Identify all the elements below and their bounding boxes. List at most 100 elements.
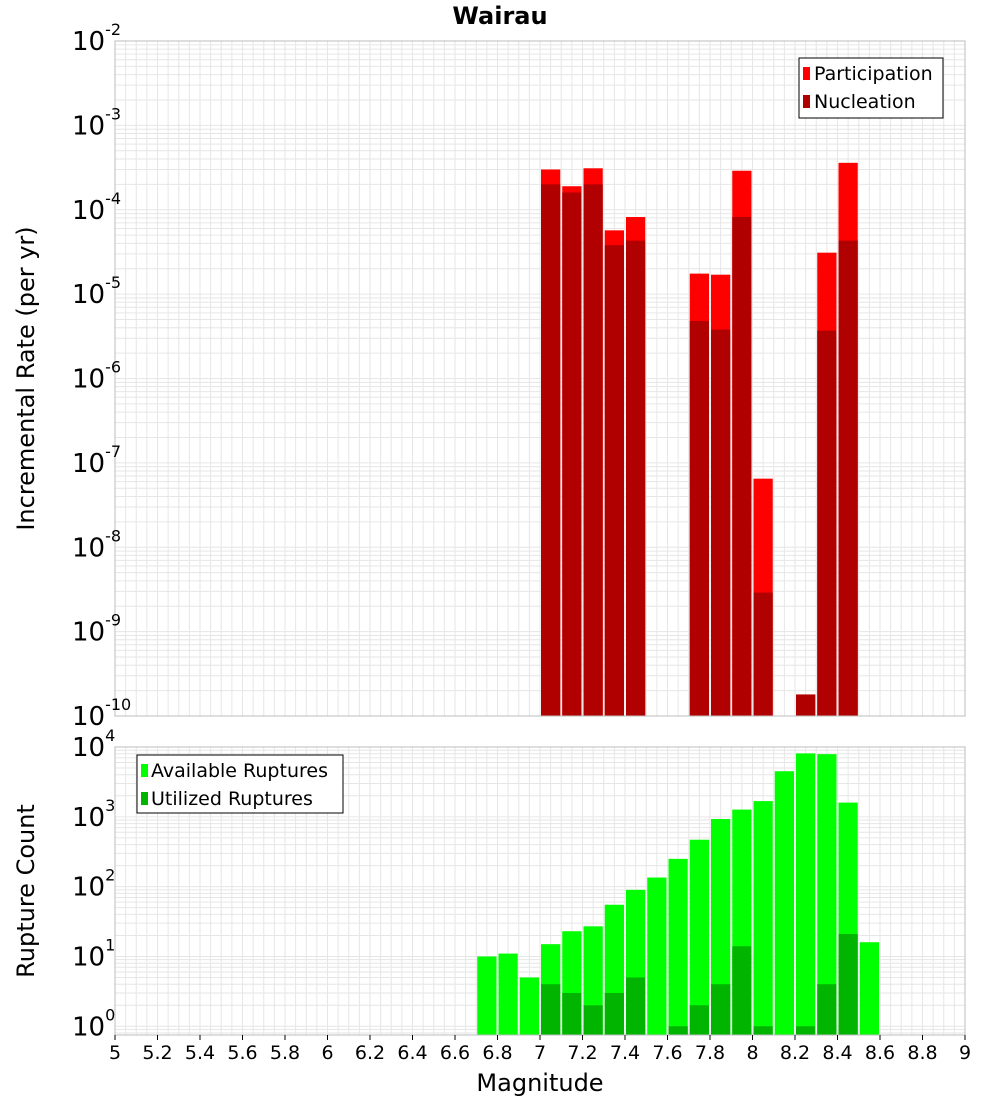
bar-utilized — [796, 1026, 816, 1035]
rate-grid — [114, 41, 966, 717]
chart-title: Wairau — [452, 2, 547, 30]
legend-label-nucleation: Nucleation — [814, 91, 916, 113]
x-tick-label: 6.4 — [397, 1042, 427, 1064]
x-tick-label: 6.6 — [440, 1042, 470, 1064]
x-tick-label: 7.8 — [695, 1042, 725, 1064]
x-tick-label: 5.2 — [142, 1042, 172, 1064]
count-y-axis-label: Rupture Count — [12, 804, 40, 978]
x-tick-label: 7.6 — [652, 1042, 682, 1064]
bar-nucleation — [796, 694, 816, 716]
bar-available — [796, 753, 816, 1035]
count-bars — [477, 753, 879, 1035]
y-tick-exponent: -10 — [105, 695, 131, 714]
x-tick-label: 6.2 — [355, 1042, 385, 1064]
y-tick-label: 10-7 — [72, 442, 121, 479]
bar-utilized — [689, 1005, 709, 1035]
bar-utilized — [668, 1026, 688, 1035]
legend-label-utilized: Utilized Ruptures — [151, 788, 313, 810]
bar-utilized — [583, 1005, 603, 1035]
y-tick-label: 10-5 — [72, 273, 121, 310]
legend-swatch-available — [141, 764, 148, 777]
legend-swatch-participation — [803, 67, 810, 80]
y-tick-label: 10-6 — [72, 358, 121, 395]
bar-nucleation — [732, 217, 752, 716]
bar-available — [477, 956, 497, 1035]
bar-available — [689, 839, 709, 1035]
y-tick-exponent: -5 — [105, 273, 121, 292]
x-tick-label: 8.4 — [822, 1042, 852, 1064]
bar-utilized — [604, 992, 624, 1035]
rate-panel: 10-10 10-9 10-8 10-7 10-6 10-5 10-4 10-3 10-2 In… — [12, 20, 966, 732]
legend-swatch-nucleation — [803, 95, 810, 108]
y-tick-label: 10-3 — [72, 104, 121, 141]
legend-label-available: Available Ruptures — [151, 760, 328, 782]
y-tick-exponent: -6 — [105, 358, 121, 377]
bar-nucleation — [604, 245, 624, 717]
bar-nucleation — [562, 192, 582, 717]
x-tick-label: 6 — [321, 1042, 333, 1064]
legend-swatch-utilized — [141, 792, 148, 805]
y-tick-exponent: 2 — [105, 866, 115, 885]
y-tick-exponent: -9 — [105, 611, 121, 630]
x-tick-label: 6.8 — [482, 1042, 512, 1064]
bar-utilized — [626, 977, 646, 1035]
y-tick-exponent: -2 — [105, 20, 121, 39]
bar-nucleation — [541, 184, 561, 717]
bar-utilized — [753, 1026, 773, 1035]
rate-bars — [541, 162, 858, 717]
bar-nucleation — [838, 240, 858, 717]
y-tick-label: 10-2 — [72, 20, 121, 57]
bar-available — [859, 942, 879, 1035]
x-tick-label: 5 — [109, 1042, 121, 1064]
rate-y-axis-label: Incremental Rate (per yr) — [12, 226, 40, 530]
y-tick-exponent: -4 — [105, 189, 121, 208]
y-tick-exponent: -3 — [105, 104, 121, 123]
y-tick-label: 10-4 — [72, 189, 121, 226]
y-tick-label: 103 — [72, 796, 115, 833]
rate-plot-frame — [114, 40, 966, 717]
y-tick-label: 100 — [72, 1005, 115, 1042]
y-tick-label: 10-10 — [72, 695, 131, 732]
y-tick-exponent: 1 — [105, 935, 115, 954]
count-legend-box — [136, 754, 344, 814]
bar-available — [668, 858, 688, 1035]
count-x-ticks: 5 5.2 5.4 5.6 5.8 6 6.2 6.4 6.6 6.8 7 7.2 7.4 7.6 7.8 8… — [109, 1035, 971, 1064]
x-tick-label: 9 — [959, 1042, 971, 1064]
x-tick-label: 8.6 — [865, 1042, 895, 1064]
x-tick-label: 5.8 — [270, 1042, 300, 1064]
bar-nucleation — [711, 329, 731, 716]
bar-nucleation — [753, 592, 773, 716]
bar-available — [519, 977, 539, 1035]
x-tick-label: 8 — [746, 1042, 758, 1064]
bar-available — [498, 953, 518, 1035]
y-tick-label: 102 — [72, 866, 115, 903]
x-tick-label: 8.8 — [907, 1042, 937, 1064]
x-tick-label: 5.6 — [227, 1042, 257, 1064]
bar-available — [753, 801, 773, 1035]
bar-available — [817, 754, 837, 1035]
bar-available — [647, 877, 667, 1035]
count-y-ticks: 100 101 102 103 1 0 4 — [72, 726, 115, 1042]
x-tick-label: 7.2 — [567, 1042, 597, 1064]
bar-utilized — [541, 984, 561, 1035]
x-tick-label: 7 — [534, 1042, 546, 1064]
bar-nucleation — [583, 184, 603, 717]
y-tick-label: 10-8 — [72, 526, 121, 563]
bar-utilized — [838, 933, 858, 1035]
count-panel: 100 101 102 103 1 0 4 5 5.2 5.4 5.6 5.8 6 6.2 6.4 6.6 6… — [12, 726, 971, 1097]
x-tick-label: 7.4 — [610, 1042, 640, 1064]
x-tick-label: 5.4 — [185, 1042, 215, 1064]
y-tick-exponent: 4 — [105, 726, 115, 745]
y-tick-label: 101 — [72, 935, 115, 972]
bar-utilized — [711, 984, 731, 1035]
y-tick-exponent: 0 — [105, 1005, 115, 1024]
x-tick-label: 8.2 — [780, 1042, 810, 1064]
y-tick-exponent: -7 — [105, 442, 121, 461]
y-tick-exponent: 3 — [105, 796, 115, 815]
bar-available — [711, 819, 731, 1035]
bar-nucleation — [817, 330, 837, 716]
bar-utilized — [562, 992, 582, 1035]
rate-legend-box — [798, 57, 944, 119]
bar-available — [774, 771, 794, 1035]
